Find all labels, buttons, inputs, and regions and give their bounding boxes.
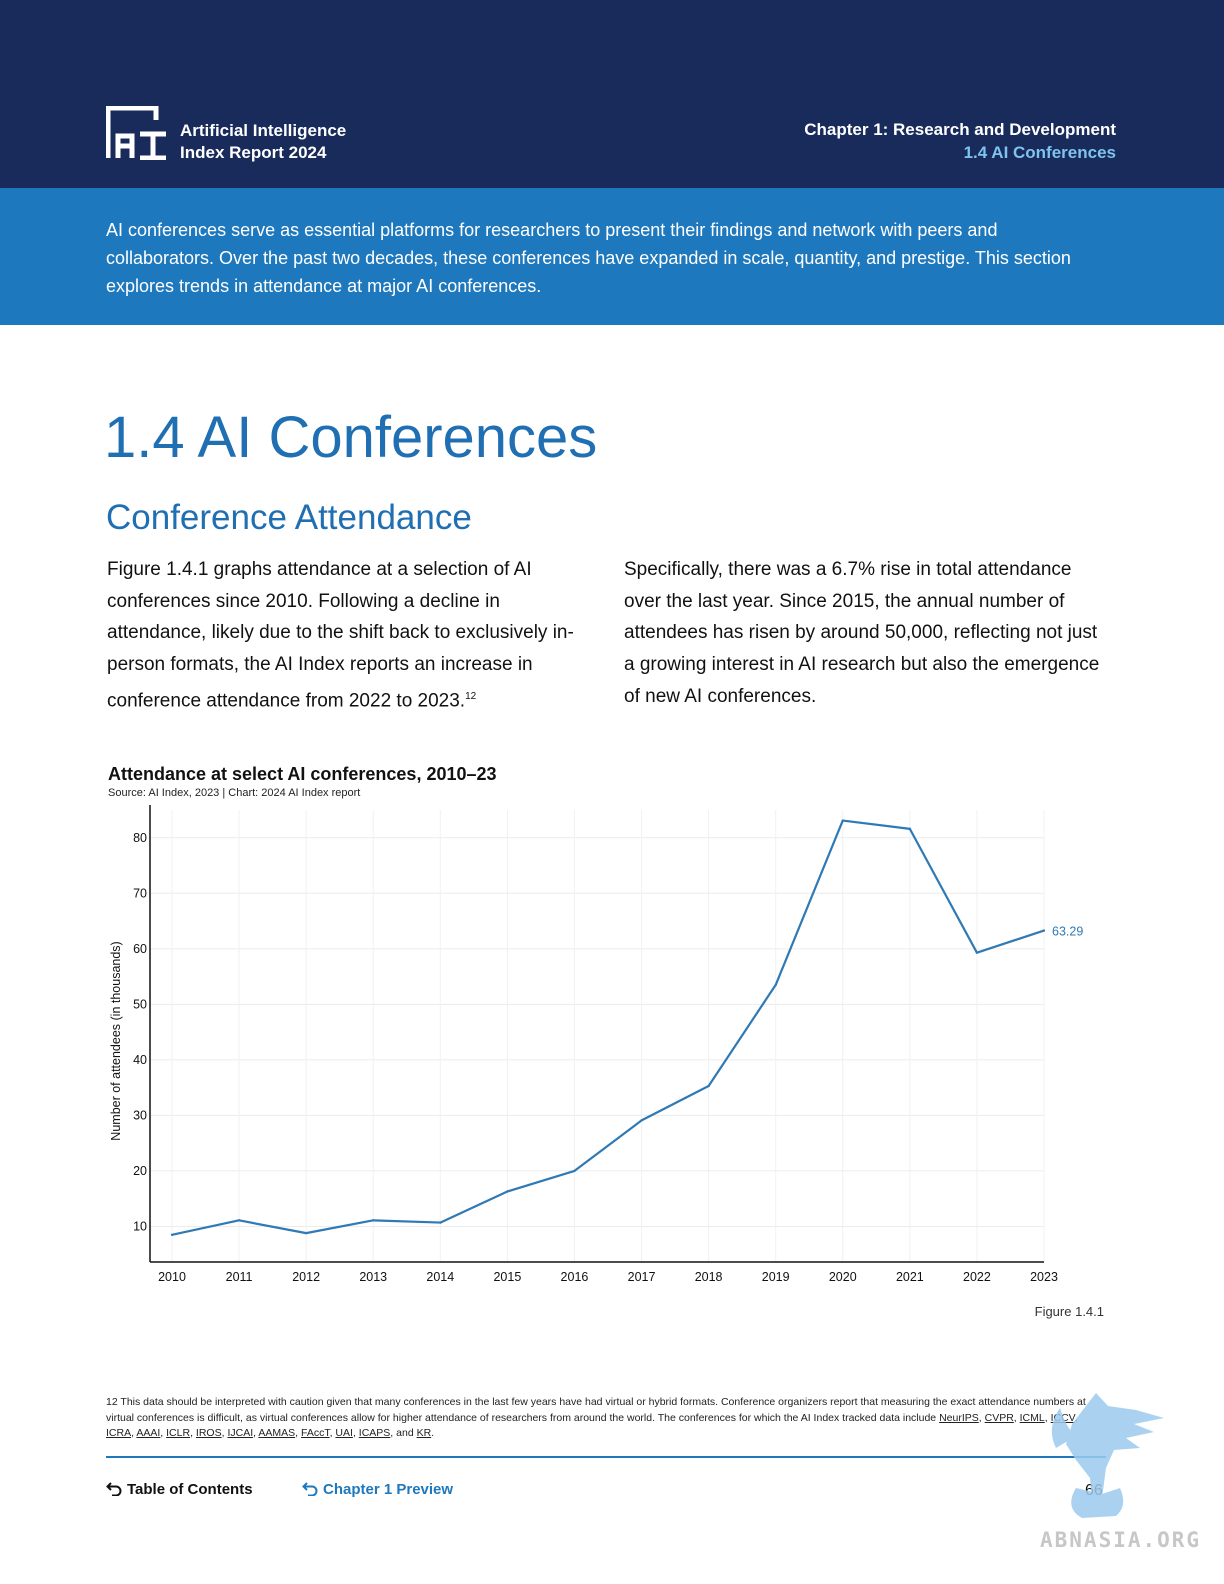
- y-tick-label: 50: [133, 997, 147, 1011]
- data-point: [170, 1233, 174, 1236]
- conference-link[interactable]: AAMAS: [258, 1427, 296, 1439]
- end-value-label: 63.29: [1052, 925, 1083, 939]
- data-point: [774, 983, 777, 987]
- chart-series: 63.29: [170, 819, 1083, 1236]
- chart-title: Attendance at select AI conferences, 201…: [108, 764, 497, 784]
- conference-link[interactable]: ICML: [1019, 1411, 1045, 1424]
- body-left-column: Figure 1.4.1 graphs attendance at a sele…: [107, 554, 587, 717]
- griffin-watermark-icon: [1051, 1393, 1164, 1518]
- section-title: 1.4 AI Conferences: [104, 405, 598, 470]
- subsection-title: Conference Attendance: [106, 498, 472, 537]
- intro-band: [0, 188, 1224, 325]
- report-title-line2: Index Report 2024: [180, 143, 327, 162]
- conjunction-text: and: [396, 1427, 417, 1439]
- chapter-heading: Chapter 1: Research and Development 1.4 …: [804, 118, 1116, 164]
- y-tick-label: 70: [133, 886, 147, 900]
- table-of-contents-label[interactable]: Table of Contents: [127, 1481, 253, 1498]
- y-tick-label: 20: [133, 1164, 147, 1178]
- chart-grid: [150, 810, 1045, 1262]
- attendance-line-chart: 10 20 30 40 50 60 70 80 2010 2011 2012 2013 2014 2015…: [109, 805, 1083, 1284]
- data-point: [841, 819, 844, 822]
- chapter-title: Chapter 1: Research and Development: [804, 120, 1116, 139]
- data-point: [506, 1190, 509, 1193]
- x-tick-label: 2018: [695, 1270, 723, 1284]
- y-tick-label: 80: [133, 831, 147, 845]
- conference-link[interactable]: UAI: [335, 1427, 353, 1439]
- conference-link[interactable]: NeurIPS: [939, 1411, 979, 1424]
- y-tick-label: 10: [133, 1219, 147, 1233]
- conference-link[interactable]: IJCAI: [227, 1427, 254, 1439]
- x-tick-label: 2020: [829, 1270, 857, 1284]
- x-tick-label: 2016: [561, 1270, 589, 1284]
- conference-link[interactable]: FAccT: [300, 1427, 330, 1439]
- conference-link[interactable]: ICRA: [106, 1427, 132, 1439]
- x-tick-label: 2017: [628, 1270, 656, 1284]
- table-of-contents-link[interactable]: Table of Contents: [106, 1481, 253, 1498]
- report-title-line1: Artificial Intelligence: [180, 121, 347, 140]
- conference-link[interactable]: IROS: [195, 1427, 222, 1439]
- y-tick-label: 60: [133, 942, 147, 956]
- x-tick-label: 2015: [493, 1270, 521, 1284]
- data-point: [640, 1119, 643, 1122]
- footnote-text: 12 This data should be interpreted with …: [106, 1396, 1086, 1424]
- data-point: [439, 1221, 442, 1224]
- chapter-preview-link[interactable]: Chapter 1 Preview: [302, 1481, 453, 1498]
- return-arrow-icon: [302, 1482, 318, 1497]
- data-point: [573, 1169, 576, 1173]
- x-tick-label: 2014: [426, 1270, 454, 1284]
- data-point: [237, 1219, 241, 1222]
- x-tick-label: 2021: [896, 1270, 924, 1284]
- data-point: [908, 827, 912, 831]
- data-point: [304, 1231, 308, 1235]
- data-point: [975, 951, 979, 954]
- chart-axes: [149, 805, 1044, 1263]
- return-arrow-icon: [106, 1482, 122, 1497]
- figure-label: Figure 1.4.1: [1034, 1304, 1104, 1319]
- x-tick-label: 2012: [292, 1270, 320, 1284]
- conference-link[interactable]: CVPR: [984, 1411, 1014, 1424]
- conference-list: NeurIPS, CVPR, ICML, ICCV, ICRA, AAAI, I…: [106, 1411, 1078, 1440]
- ai-index-logo: [106, 106, 166, 160]
- report-title: Artificial Intelligence Index Report 202…: [180, 120, 346, 164]
- section-title-header: 1.4 AI Conferences: [963, 143, 1116, 162]
- footnote: 12 This data should be interpreted with …: [106, 1395, 1106, 1442]
- y-tick-label: 30: [133, 1108, 147, 1122]
- y-tick-label: 40: [133, 1053, 147, 1067]
- data-point: [372, 1219, 375, 1222]
- intro-text: AI conferences serve as essential platfo…: [106, 220, 1071, 296]
- conference-link[interactable]: KR: [416, 1427, 432, 1439]
- conference-link[interactable]: ICLR: [166, 1427, 191, 1439]
- conference-link[interactable]: AAAI: [136, 1427, 161, 1439]
- conference-link[interactable]: ICAPS: [358, 1427, 391, 1439]
- x-tick-label: 2022: [963, 1270, 991, 1284]
- series-line: [171, 819, 1045, 1236]
- chart-ticks: 10 20 30 40 50 60 70 80 2010 2011 2012 2013 2014 2015…: [109, 831, 1058, 1284]
- x-tick-label: 2011: [226, 1270, 253, 1284]
- watermark-text: ABNASIA.ORG: [1040, 1528, 1202, 1552]
- y-axis-label: Number of attendees (in thousands): [109, 941, 123, 1140]
- x-tick-label: 2023: [1030, 1270, 1058, 1284]
- x-tick-label: 2010: [158, 1270, 186, 1284]
- footnote-ref[interactable]: 12: [465, 690, 477, 702]
- report-header: Artificial Intelligence Index Report 202…: [0, 0, 1224, 188]
- x-tick-label: 2013: [359, 1270, 387, 1284]
- body-left-text: Figure 1.4.1 graphs attendance at a sele…: [107, 559, 574, 712]
- data-point: [1042, 929, 1046, 932]
- footer-divider: [106, 1456, 1106, 1458]
- chapter-preview-label[interactable]: Chapter 1 Preview: [323, 1481, 454, 1498]
- chart-source: Source: AI Index, 2023 | Chart: 2024 AI …: [108, 787, 361, 799]
- data-point: [707, 1084, 710, 1088]
- x-tick-label: 2019: [762, 1270, 790, 1284]
- body-right-column: Specifically, there was a 6.7% rise in t…: [624, 559, 1100, 707]
